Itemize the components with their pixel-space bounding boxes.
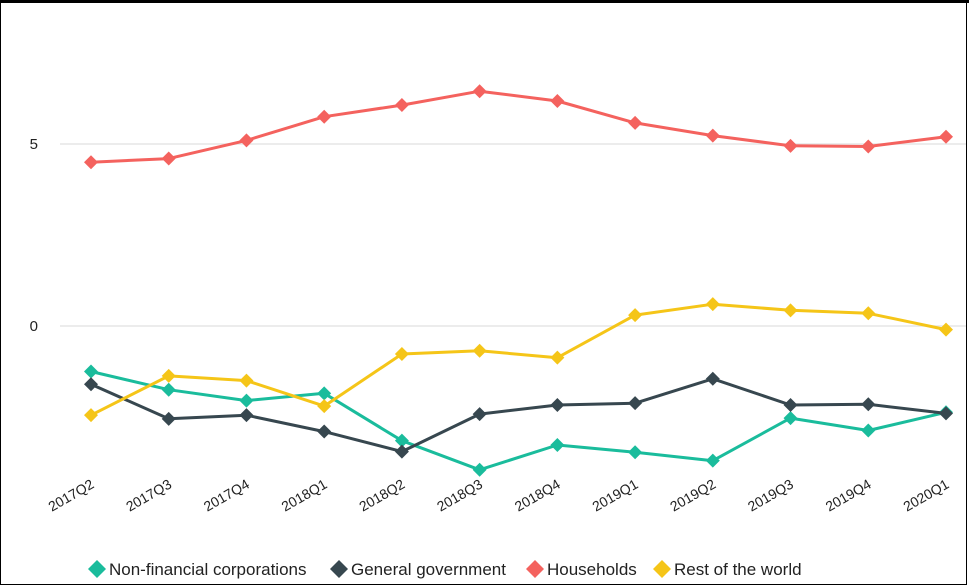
- data-point-general-government: [861, 397, 876, 412]
- data-point-households: [628, 115, 643, 130]
- data-point-non-financial-corporations: [783, 411, 798, 426]
- series-line-households: [90, 89, 947, 164]
- legend-marker-households: [526, 560, 544, 578]
- legend-marker-non-financial-corporations: [88, 560, 106, 578]
- y-axis-tick-labels: 05: [30, 136, 38, 335]
- data-point-households: [161, 151, 176, 166]
- legend-label: Non-financial corporations: [109, 560, 307, 579]
- x-tick-label: 2017Q2: [45, 476, 96, 515]
- data-point-rest-of-the-world: [783, 303, 798, 318]
- data-point-rest-of-the-world: [317, 399, 332, 414]
- series-non-financial-corporations: [84, 364, 953, 477]
- series-group: [84, 84, 953, 477]
- data-point-non-financial-corporations: [317, 386, 332, 401]
- data-point-rest-of-the-world: [472, 343, 487, 358]
- grid-lines: [60, 143, 966, 327]
- x-tick-label: 2018Q2: [356, 476, 407, 515]
- data-point-households: [939, 129, 953, 144]
- legend-item-rest-of-the-world: Rest of the world: [653, 560, 802, 579]
- data-point-households: [84, 155, 98, 170]
- y-tick-label: 0: [30, 318, 38, 335]
- data-point-rest-of-the-world: [84, 408, 98, 423]
- data-point-households: [394, 98, 409, 113]
- series-households: [84, 84, 953, 170]
- series-line-rest-of-the-world: [90, 302, 947, 417]
- legend-label: Rest of the world: [674, 560, 802, 579]
- x-tick-label: 2018Q1: [279, 476, 330, 515]
- data-point-rest-of-the-world: [550, 350, 565, 365]
- data-point-households: [239, 133, 254, 148]
- data-point-non-financial-corporations: [705, 453, 720, 468]
- data-point-general-government: [628, 396, 643, 411]
- data-point-general-government: [939, 406, 953, 421]
- data-point-general-government: [317, 424, 332, 439]
- data-point-households: [317, 109, 332, 124]
- legend-item-households: Households: [526, 560, 637, 579]
- data-point-non-financial-corporations: [550, 438, 565, 453]
- legend-item-non-financial-corporations: Non-financial corporations: [88, 560, 307, 579]
- x-tick-label: 2020Q1: [900, 476, 951, 515]
- data-point-rest-of-the-world: [239, 373, 254, 388]
- data-point-general-government: [705, 371, 720, 386]
- data-point-non-financial-corporations: [472, 462, 487, 477]
- data-point-non-financial-corporations: [161, 382, 176, 397]
- data-point-non-financial-corporations: [861, 423, 876, 438]
- data-point-households: [783, 138, 798, 153]
- data-point-households: [472, 84, 487, 99]
- data-point-rest-of-the-world: [861, 306, 876, 321]
- data-point-non-financial-corporations: [394, 433, 409, 448]
- x-tick-label: 2018Q3: [434, 476, 485, 515]
- data-point-general-government: [239, 408, 254, 423]
- data-point-rest-of-the-world: [939, 322, 953, 337]
- data-point-non-financial-corporations: [84, 364, 98, 379]
- x-tick-label: 2018Q4: [512, 476, 563, 515]
- data-point-non-financial-corporations: [628, 445, 643, 460]
- x-axis-tick-labels: 2017Q2 2017Q3 2017Q4 2018Q1 2018Q2 2018Q3 2018…: [45, 476, 951, 515]
- legend-item-general-government: General government: [330, 560, 506, 579]
- data-point-rest-of-the-world: [394, 347, 409, 362]
- legend-marker-rest-of-the-world: [653, 560, 671, 578]
- data-point-non-financial-corporations: [239, 393, 254, 408]
- data-point-general-government: [472, 407, 487, 422]
- data-point-households: [550, 94, 565, 109]
- legend-marker-general-government: [330, 560, 348, 578]
- data-point-general-government: [84, 377, 98, 392]
- y-tick-label: 5: [30, 136, 38, 153]
- data-point-households: [705, 128, 720, 143]
- legend-label: General government: [351, 560, 506, 579]
- data-point-households: [861, 139, 876, 154]
- x-tick-label: 2019Q2: [667, 476, 718, 515]
- series-rest-of-the-world: [84, 297, 953, 423]
- series-general-government: [84, 371, 953, 459]
- top-border: [0, 0, 969, 3]
- data-point-general-government: [394, 444, 409, 459]
- data-point-rest-of-the-world: [161, 368, 176, 383]
- series-line-non-financial-corporations: [90, 370, 947, 472]
- x-tick-label: 2017Q3: [123, 476, 174, 515]
- legend-label: Households: [547, 560, 637, 579]
- x-tick-label: 2019Q4: [823, 476, 874, 515]
- data-point-rest-of-the-world: [628, 308, 643, 323]
- x-tick-label: 2019Q3: [745, 476, 796, 515]
- x-tick-label: 2019Q1: [589, 476, 640, 515]
- data-point-general-government: [783, 397, 798, 412]
- data-point-general-government: [161, 411, 176, 426]
- data-point-general-government: [550, 397, 565, 412]
- series-line-general-government: [90, 377, 947, 454]
- x-tick-label: 2017Q4: [201, 476, 252, 515]
- data-point-rest-of-the-world: [705, 297, 720, 312]
- legend: Non-financial corporations General govern…: [88, 560, 802, 579]
